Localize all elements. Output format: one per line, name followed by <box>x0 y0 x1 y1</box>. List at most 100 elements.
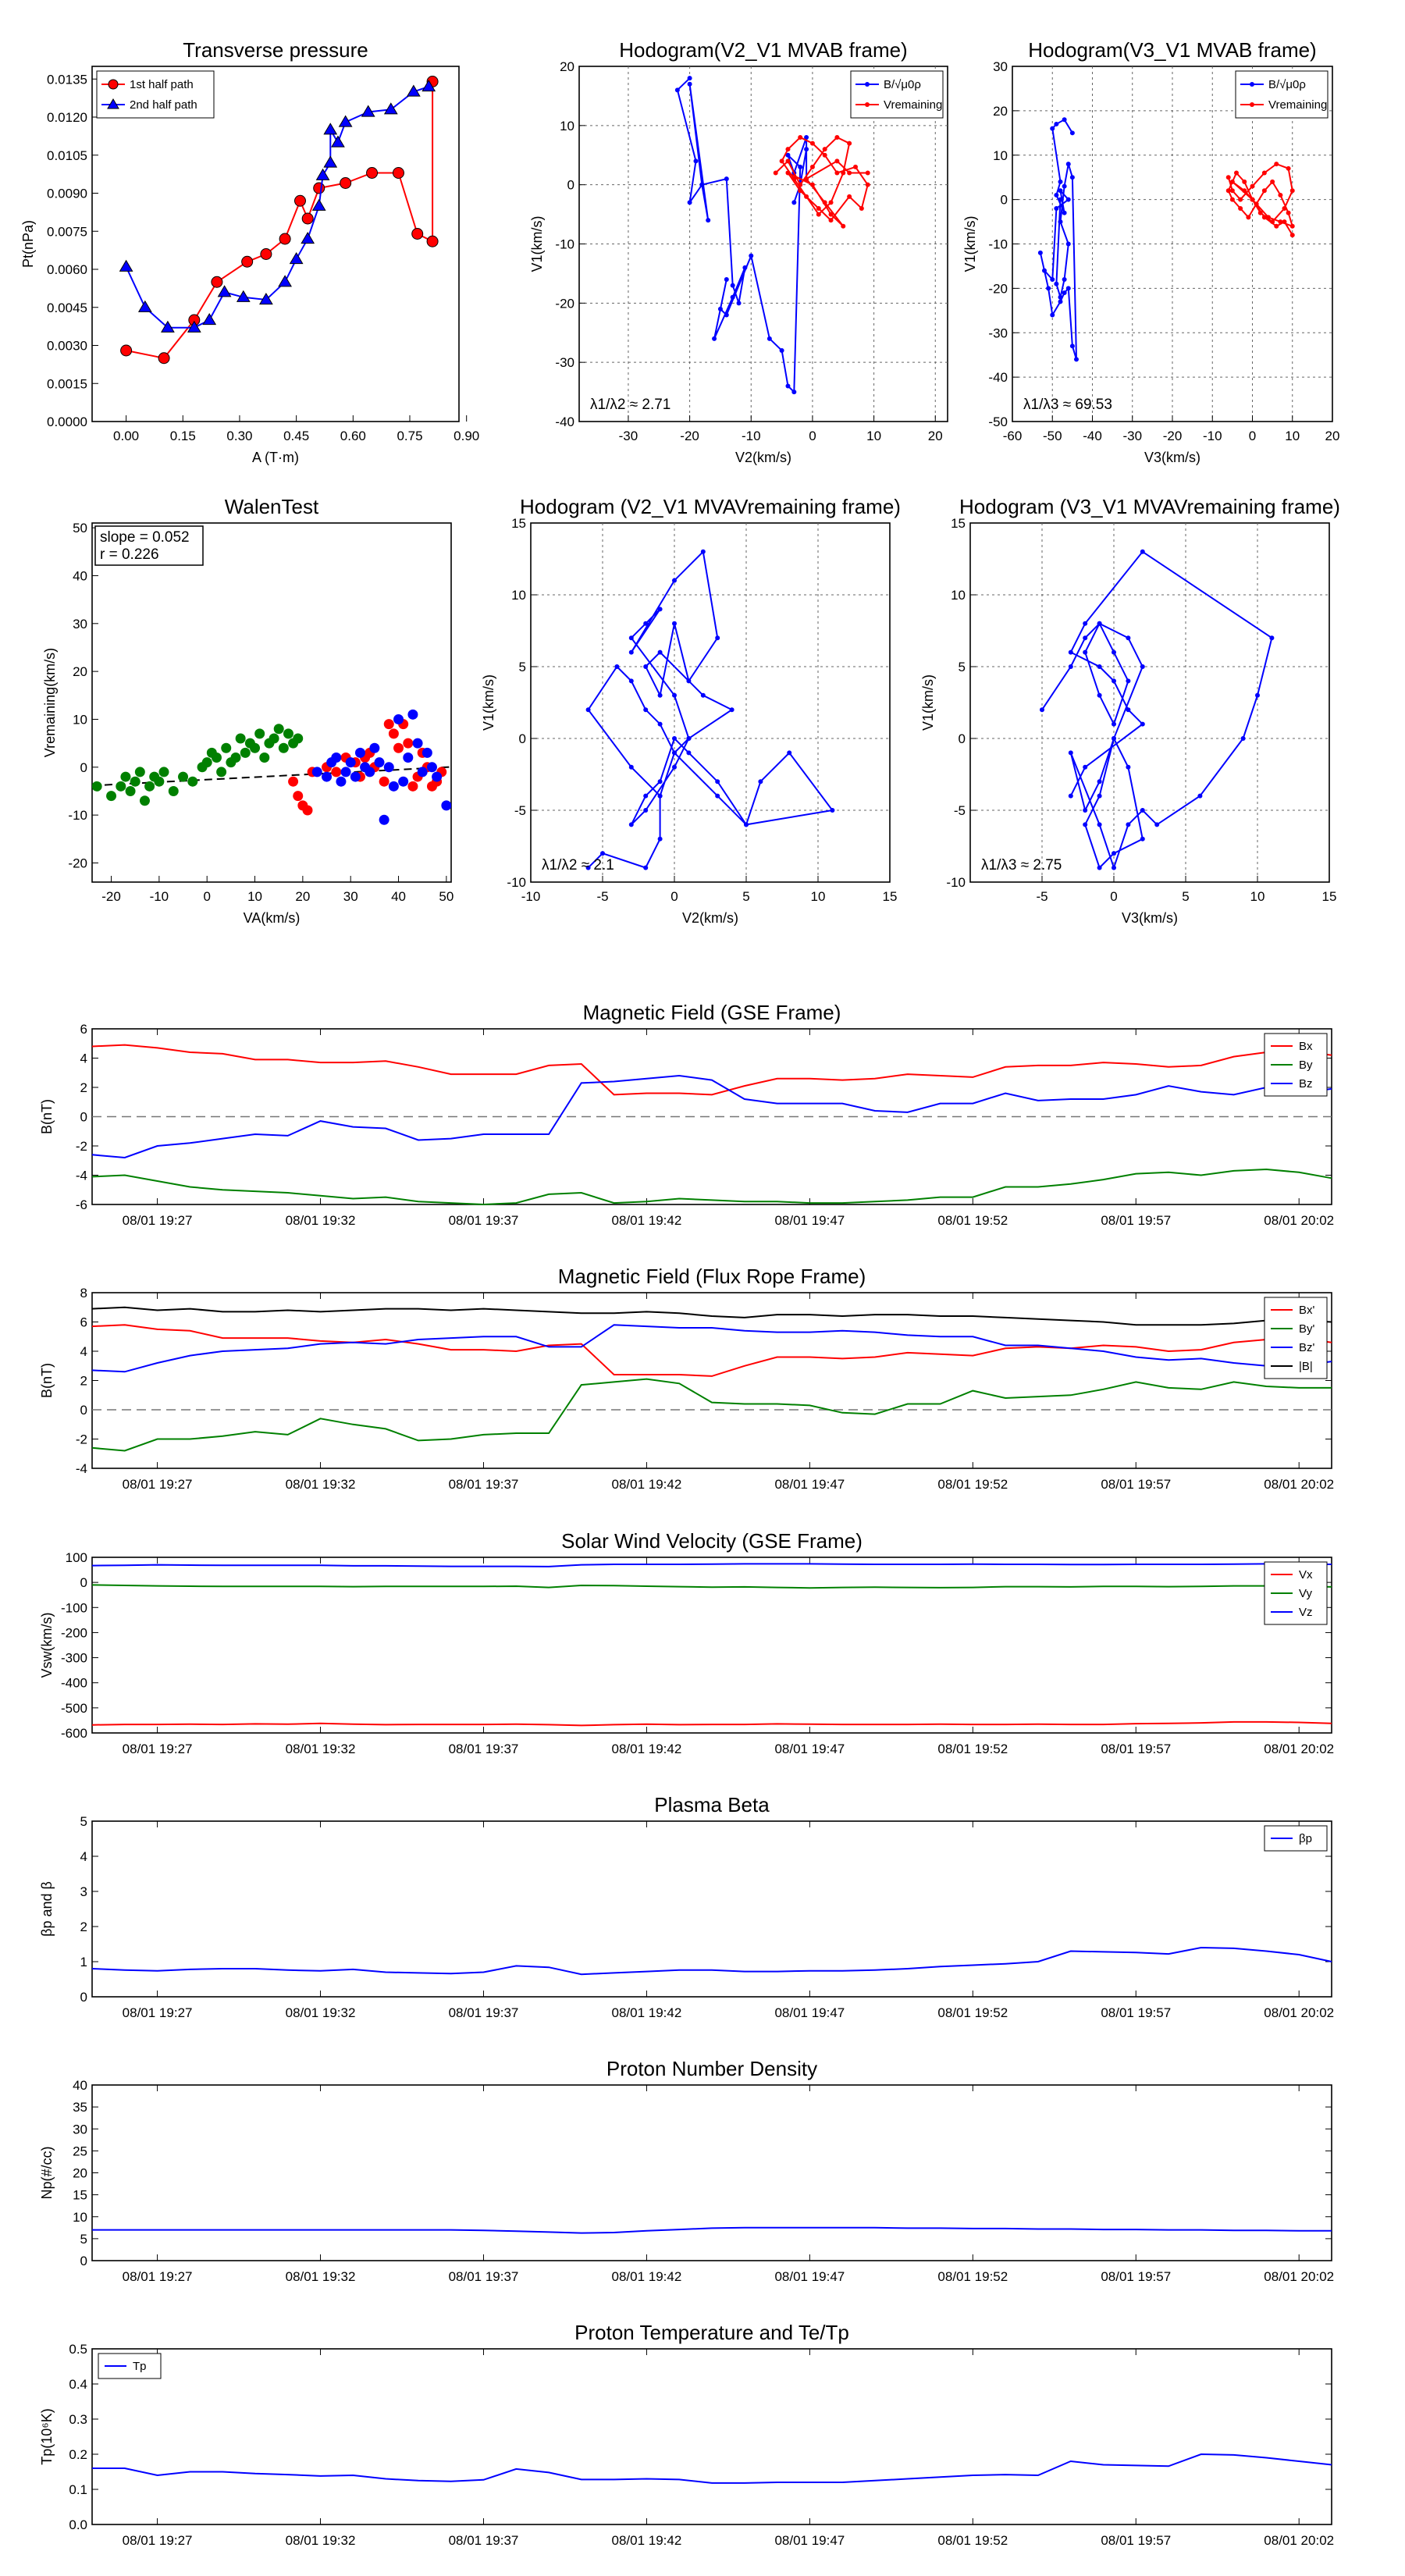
data-point <box>1042 268 1047 273</box>
x-tick-label: 0.15 <box>170 429 196 443</box>
x-tick-label: -40 <box>1083 429 1102 443</box>
data-point <box>441 800 451 811</box>
data-point <box>1112 649 1116 655</box>
data-point <box>331 135 345 148</box>
y-tick-label: 2 <box>80 1920 87 1934</box>
data-point <box>1257 210 1263 215</box>
y-tick-label: -100 <box>61 1600 87 1615</box>
data-point <box>1140 549 1145 554</box>
stats-text: slope = 0.052 <box>100 529 190 546</box>
y-tick-label: 15 <box>511 516 526 531</box>
data-point <box>221 742 232 753</box>
data-point <box>1065 162 1071 167</box>
x-tick-label: 30 <box>343 889 358 904</box>
data-point <box>847 141 852 146</box>
x-tick-label: 20 <box>1325 429 1340 443</box>
data-point <box>853 164 858 169</box>
y-tick-label: 8 <box>80 1286 87 1300</box>
data-point <box>1270 179 1275 184</box>
data-point <box>672 692 677 698</box>
data-point <box>1058 188 1063 194</box>
data-layer <box>1037 117 1295 362</box>
data-point <box>302 805 313 816</box>
data-point <box>809 164 815 169</box>
data-point <box>315 168 330 180</box>
data-point <box>1083 764 1088 770</box>
x-tick-label: 08/01 19:42 <box>612 1742 682 1756</box>
data-point <box>1126 635 1131 641</box>
y-tick-label: -2 <box>76 1139 87 1154</box>
y-tick-label: 0 <box>80 2254 87 2268</box>
data-point <box>120 771 131 782</box>
data-point <box>643 793 649 799</box>
y-tick-label: -20 <box>555 296 574 311</box>
data-point <box>1229 179 1235 184</box>
x-tick-label: 0 <box>1249 429 1256 443</box>
y-axis-label: Pt(nPa) <box>20 220 36 268</box>
data-point <box>158 767 169 777</box>
data-point <box>1068 649 1073 655</box>
data-point <box>1238 206 1243 211</box>
data-point <box>1065 286 1071 291</box>
data-point <box>1069 175 1075 180</box>
data-point <box>798 135 803 140</box>
data-point <box>693 158 699 164</box>
x-tick-label: 08/01 19:37 <box>449 1477 519 1492</box>
series-line-vy <box>91 1584 1332 1589</box>
data-point <box>406 84 421 97</box>
y-tick-label: 30 <box>993 59 1008 74</box>
plot-area <box>530 522 891 883</box>
data-point <box>1054 192 1059 197</box>
data-point <box>158 352 170 365</box>
legend-marker <box>108 79 119 90</box>
y-tick-label: 0 <box>80 1990 87 2005</box>
x-tick-label: -60 <box>1003 429 1023 443</box>
data-point <box>241 255 254 268</box>
plot-area <box>91 1292 1332 1469</box>
data-point <box>230 753 241 763</box>
data-point <box>1040 707 1044 713</box>
panel-transverse-pressure: Transverse pressure 0.00 0.15 0.30 0.45 0.60 0… <box>20 38 479 465</box>
data-point <box>293 733 304 744</box>
y-axis-label: V1(km/s) <box>962 216 978 272</box>
x-tick-label: 08/01 19:47 <box>774 2005 845 2020</box>
data-point <box>288 776 299 787</box>
data-point <box>340 177 352 189</box>
data-point <box>350 771 361 782</box>
data-point <box>323 123 338 135</box>
x-tick-label: -10 <box>150 889 169 904</box>
data-point <box>1065 197 1071 202</box>
y-tick-label: -20 <box>988 281 1008 296</box>
data-point <box>730 283 735 288</box>
data-point <box>1140 808 1145 813</box>
series-line--p <box>91 1946 1332 1976</box>
data-point <box>785 383 791 389</box>
y-tick-label: 0.0030 <box>47 339 87 354</box>
y-tick-label: -20 <box>68 856 87 870</box>
x-tick-label: 08/01 20:02 <box>1264 1477 1334 1492</box>
x-tick-label: -20 <box>680 429 699 443</box>
y-tick-label: 0.5 <box>69 2342 87 2357</box>
eigenvalue-ratio-annotation: λ1/λ3 ≈ 69.53 <box>1023 397 1112 413</box>
legend: Bx' By' Bz' |B| <box>1264 1297 1328 1379</box>
data-point <box>657 721 663 727</box>
y-tick-label: 1 <box>80 1955 87 1969</box>
data-point <box>1083 808 1088 813</box>
y-tick-label: 10 <box>73 712 87 727</box>
x-tick-label: 08/01 19:52 <box>937 2005 1008 2020</box>
data-point <box>1058 294 1063 300</box>
chart-title: Plasma Beta <box>654 1793 770 1816</box>
data-point <box>628 649 634 655</box>
legend-marker <box>1250 82 1254 87</box>
data-point <box>657 836 663 841</box>
data-layer <box>119 76 439 365</box>
y-tick-label: -10 <box>555 237 574 252</box>
data-point <box>687 76 692 81</box>
data-point <box>289 252 304 265</box>
y-tick-label: 0.0120 <box>47 110 87 125</box>
data-point <box>412 738 423 749</box>
x-tick-label: 0 <box>203 889 210 904</box>
data-point <box>1242 188 1247 194</box>
data-point <box>250 742 261 753</box>
